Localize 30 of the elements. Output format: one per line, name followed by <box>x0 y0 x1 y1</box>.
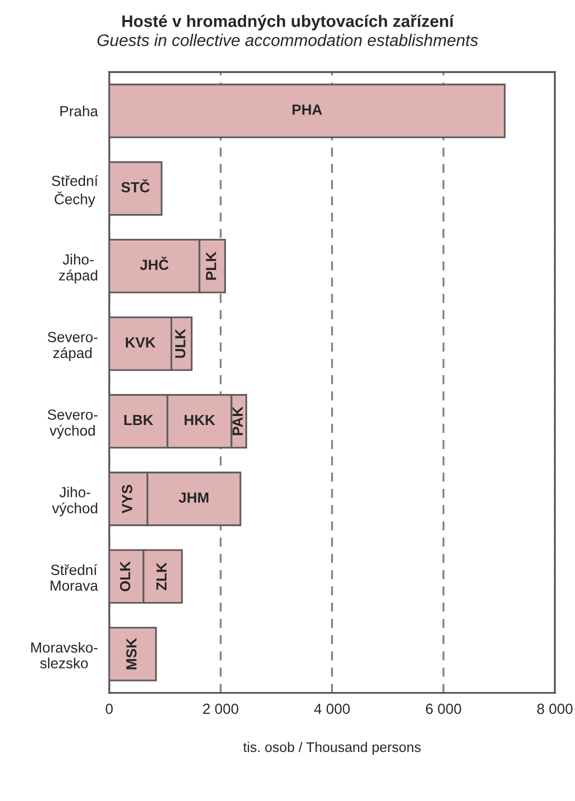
x-tick-label: 0 <box>106 704 113 714</box>
y-tick-label: Praha <box>60 106 98 116</box>
data-label: STČ <box>121 179 150 192</box>
x-tick-label: 2 000 <box>203 704 238 714</box>
data-label: OLK <box>120 561 130 592</box>
chart-subtitle: Guests in collective accommodation establishments <box>98 34 478 46</box>
x-tick-label: 8 000 <box>537 704 573 714</box>
x-axis-title: tis. osob / Thousand persons <box>243 742 421 755</box>
data-label: VYS <box>122 484 132 514</box>
y-tick-label: Střední Čechy <box>52 175 98 208</box>
data-label: JHČ <box>140 256 169 270</box>
data-label: ULK <box>175 328 186 358</box>
y-tick-label: Severo- východ <box>48 409 98 439</box>
chart-title: Hosté v hromadných ubytovacích zařízení <box>122 14 454 30</box>
data-label: PHA <box>292 104 322 115</box>
data-label: MSK <box>126 638 137 670</box>
y-tick-label: Jiho- západ <box>59 254 98 284</box>
x-tick-label: 6 000 <box>426 704 462 714</box>
data-label: ZLK <box>156 562 166 590</box>
data-label: KVK <box>126 337 156 348</box>
y-tick-label: Moravsko- slezsko <box>31 642 98 668</box>
data-label: LBK <box>124 415 154 426</box>
y-tick-label: Střední Morava <box>50 564 98 591</box>
data-label: JHM <box>178 492 208 503</box>
data-label: PAK <box>232 406 243 436</box>
y-tick-label: Severo- západ <box>48 332 98 362</box>
data-label: HKK <box>184 415 216 426</box>
data-label: PLK <box>206 252 216 280</box>
x-tick-label: 4 000 <box>314 704 350 714</box>
y-tick-label: Jiho- východ <box>52 486 98 516</box>
